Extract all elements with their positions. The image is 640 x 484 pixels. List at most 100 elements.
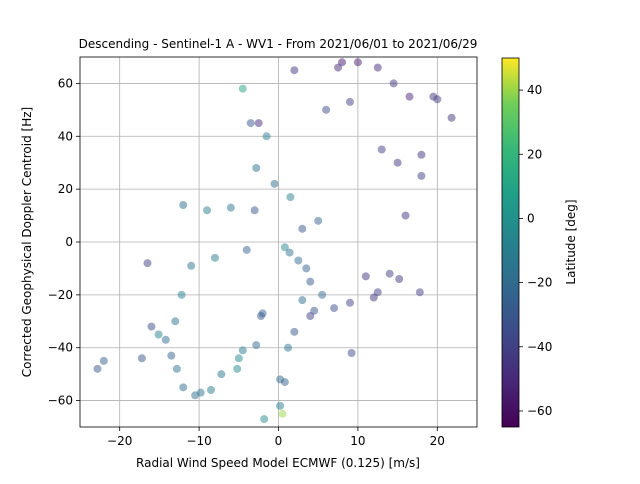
y-axis-ticks: −60 −40 −20 0 20 40 60	[48, 76, 80, 408]
colorbar-tick-label: 0	[527, 211, 535, 225]
scatter-point	[99, 356, 108, 365]
scatter-point	[284, 343, 293, 352]
x-tick-label: −10	[186, 434, 211, 448]
scatter-point	[177, 290, 186, 299]
scatter-point	[233, 364, 242, 373]
scatter-point	[447, 113, 456, 122]
scatter-point	[154, 330, 163, 339]
scatter-point	[286, 193, 295, 202]
y-tick-label: 0	[65, 235, 73, 249]
scatter-point	[306, 277, 315, 286]
scatter-point	[298, 296, 307, 305]
y-tick-label: 60	[58, 76, 73, 90]
y-tick-label: 40	[58, 129, 73, 143]
scatter-point	[93, 364, 102, 373]
scatter-point	[238, 84, 247, 93]
x-tick-label: 0	[275, 434, 283, 448]
scatter-point	[172, 364, 181, 373]
scatter-point	[393, 158, 402, 167]
scatter-point	[242, 245, 251, 254]
scatter-point	[246, 119, 255, 128]
scatter-point	[377, 145, 386, 154]
colorbar-label: Latitude [deg]	[564, 199, 578, 284]
scatter-point	[217, 370, 226, 379]
scatter-point	[280, 378, 289, 387]
scatter-point	[250, 206, 259, 215]
scatter-point	[361, 272, 370, 281]
scatter-point	[187, 261, 196, 270]
scatter-point	[417, 150, 426, 159]
colorbar-tick-label: 20	[527, 147, 542, 161]
scatter-point	[179, 383, 188, 392]
scatter-point	[252, 164, 261, 172]
x-axis-label: Radial Wind Speed Model ECMWF (0.125) [m…	[136, 456, 420, 470]
scatter-point	[210, 253, 219, 262]
colorbar	[501, 57, 520, 428]
scatter-point	[322, 105, 331, 114]
data-points	[93, 58, 456, 424]
scatter-point	[276, 401, 285, 410]
y-tick-label: −20	[48, 288, 73, 302]
scatter-point	[395, 275, 404, 283]
scatter-point	[280, 243, 289, 252]
x-axis-ticks: −20 −10 0 10 20	[107, 427, 445, 448]
scatter-point	[389, 79, 398, 88]
scatter-point	[290, 66, 299, 75]
scatter-point	[345, 298, 354, 307]
colorbar-tick-label: 40	[527, 83, 542, 97]
scatter-point	[306, 312, 315, 320]
scatter-point	[330, 304, 339, 313]
scatter-point	[238, 346, 247, 355]
scatter-point	[294, 256, 303, 265]
scatter-point	[262, 132, 271, 141]
scatter-point	[334, 63, 343, 72]
scatter-point	[433, 95, 442, 104]
scatter-point	[369, 293, 378, 302]
scatter-point	[252, 341, 261, 350]
scatter-point	[258, 309, 267, 318]
scatter-point	[278, 409, 287, 418]
scatter-point	[171, 317, 180, 326]
scatter-point	[167, 351, 176, 360]
scatter-point	[147, 322, 156, 331]
scatter-point	[373, 63, 382, 72]
scatter-point	[260, 415, 269, 424]
chart-title: Descending - Sentinel-1 A - WV1 - From 2…	[79, 37, 478, 51]
scatter-point	[314, 216, 323, 225]
y-tick-label: 20	[58, 182, 73, 196]
scatter-point	[270, 179, 279, 188]
scatter-point	[226, 203, 235, 212]
colorbar-tick-label: −20	[527, 276, 552, 290]
x-tick-label: 10	[350, 434, 365, 448]
x-tick-label: −20	[107, 434, 132, 448]
scatter-point	[347, 349, 356, 357]
scatter-point	[405, 92, 414, 101]
colorbar-tick-label: −60	[527, 404, 552, 418]
scatter-point	[290, 327, 299, 336]
y-tick-label: −60	[48, 394, 73, 408]
scatter-point	[353, 58, 362, 67]
colorbar-tick-label: −40	[527, 340, 552, 354]
scatter-point	[345, 97, 354, 106]
scatter-point	[137, 354, 146, 363]
grid-lines	[80, 57, 477, 427]
scatter-point	[302, 264, 311, 273]
y-tick-label: −40	[48, 341, 73, 355]
y-axis-label: Corrected Geophysical Doppler Centroid […	[20, 107, 34, 377]
x-tick-label: 20	[430, 434, 445, 448]
scatter-point	[415, 288, 424, 297]
scatter-point	[179, 201, 188, 209]
scatter-point	[196, 388, 205, 397]
scatter-point	[417, 171, 426, 180]
scatter-point	[318, 290, 327, 299]
scatter-point	[234, 354, 243, 363]
scatter-point	[161, 335, 170, 344]
scatter-point	[298, 224, 307, 233]
colorbar-ticks: −60 −40 −20 0 20 40	[519, 83, 552, 418]
scatter-point	[285, 248, 294, 257]
scatter-point	[203, 206, 212, 215]
scatter-point	[385, 269, 394, 278]
scatter-point	[207, 386, 216, 394]
